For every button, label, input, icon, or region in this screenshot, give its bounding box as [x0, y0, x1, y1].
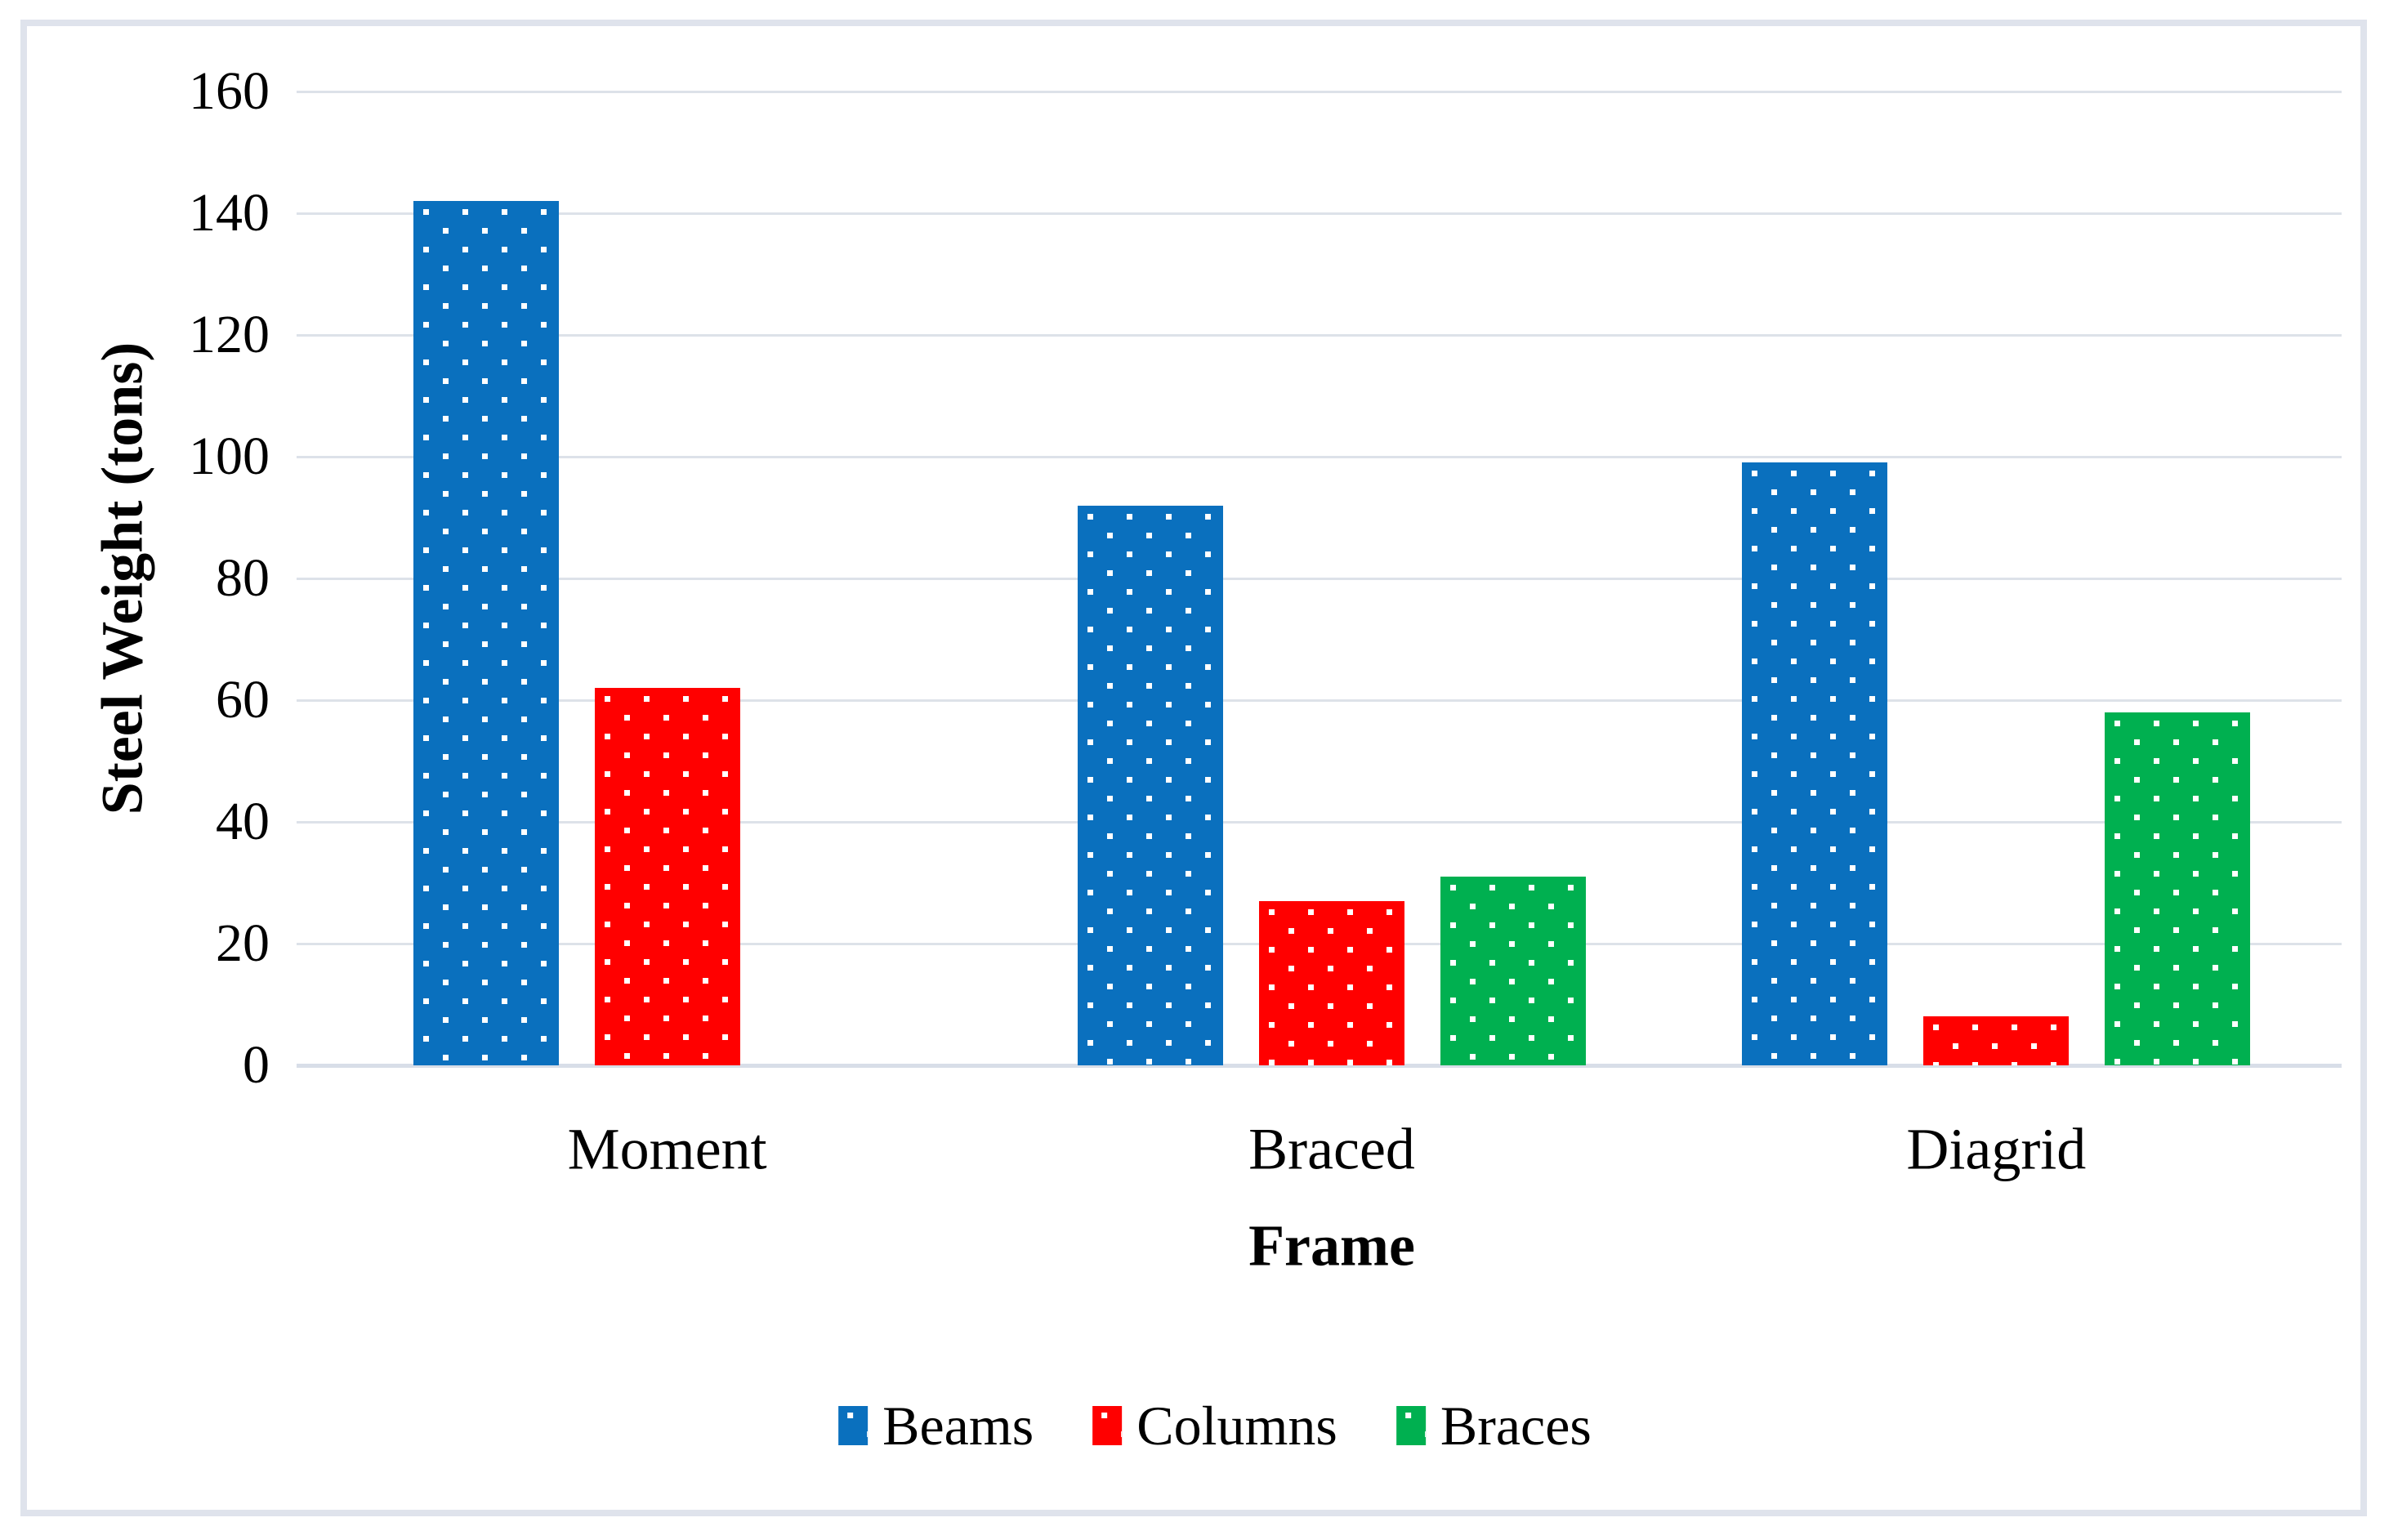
x-axis-title: Frame: [1248, 1212, 1415, 1279]
legend: Beams Columns Braces: [838, 1398, 1592, 1453]
category-label-braced: Braced: [1248, 1116, 1415, 1182]
bar-diagrid-columns: [1923, 1016, 2070, 1065]
y-tick-label: 80: [216, 548, 270, 608]
braces-swatch-icon: [1395, 1406, 1426, 1445]
legend-label-columns: Columns: [1136, 1395, 1337, 1457]
gridline-60: [297, 699, 2342, 702]
category-label-diagrid: Diagrid: [1906, 1116, 2087, 1182]
bar-moment-beams: [413, 201, 559, 1065]
gridline-40: [297, 820, 2342, 824]
bar-moment-columns: [594, 688, 740, 1065]
bar-braced-braces: [1440, 877, 1586, 1065]
gridline-80: [297, 577, 2342, 580]
bar-diagrid-beams: [1742, 462, 1888, 1065]
gridline-140: [297, 212, 2342, 215]
bar-diagrid-braces: [2105, 712, 2251, 1065]
beams-swatch-icon: [838, 1406, 869, 1445]
legend-item-beams: Beams: [838, 1398, 1034, 1453]
y-axis-title: Steel Weight (tons): [89, 341, 155, 815]
legend-label-braces: Braces: [1440, 1395, 1592, 1457]
y-tick-label: 40: [216, 792, 270, 851]
gridline-0: [297, 1063, 2342, 1068]
bar-braced-beams: [1078, 505, 1223, 1065]
legend-item-columns: Columns: [1092, 1398, 1337, 1453]
y-tick-label: 0: [243, 1035, 270, 1095]
y-tick-label: 20: [216, 913, 270, 973]
y-tick-label: 160: [189, 61, 270, 121]
category-label-moment: Moment: [567, 1116, 767, 1182]
y-tick-label: 100: [189, 426, 270, 486]
legend-item-braces: Braces: [1395, 1395, 1592, 1457]
gridline-100: [297, 455, 2342, 458]
gridline-120: [297, 333, 2342, 337]
gridline-160: [297, 90, 2342, 93]
legend-label-beams: Beams: [882, 1395, 1034, 1457]
y-tick-label: 60: [216, 670, 270, 730]
bar-braced-columns: [1259, 900, 1404, 1065]
columns-swatch-icon: [1092, 1406, 1123, 1445]
y-tick-label: 140: [189, 183, 270, 243]
figure-border: [20, 20, 2367, 1516]
y-tick-label: 120: [189, 305, 270, 364]
